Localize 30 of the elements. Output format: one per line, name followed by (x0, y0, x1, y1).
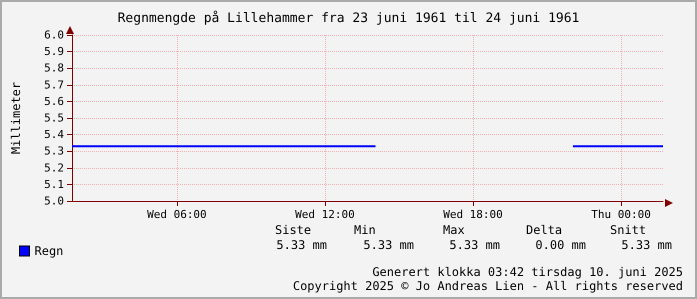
y-tick-label: 5.8 (44, 62, 64, 75)
y-tick-label: 5.6 (44, 94, 64, 108)
text: Generert klokka 03:42 tirsdag 10. juni 2025 (372, 265, 683, 279)
chart-title: Regnmengde på Lillehammer fra 23 juni 1961 til 24 juni 1961 (118, 10, 580, 26)
y-tick-label: 5.9 (44, 45, 64, 58)
text: 5.33 mm (621, 238, 672, 252)
text: Snitt (610, 223, 646, 237)
legend-label: Regn (34, 244, 64, 258)
x-tick-label: Wed 18:00 (443, 208, 503, 221)
x-tick-label: Wed 06:00 (147, 208, 207, 221)
text: Copyright 2025 © Jo Andreas Lien - All rights reserved (292, 279, 683, 293)
y-tick-label: 6.0 (44, 28, 64, 42)
y-tick-label: 5.1 (44, 178, 64, 191)
text: Delta (526, 223, 562, 237)
text: 5.33 mm (363, 238, 414, 252)
text: 0.00 mm (535, 238, 586, 252)
y-tick-label: 5.0 (44, 194, 64, 208)
text: 5.33 mm (276, 238, 327, 252)
y-tick-label: 5.5 (44, 112, 64, 124)
x-tick-label: Thu 00:00 (591, 208, 651, 221)
y-tick-label: 5.4 (44, 128, 64, 142)
y-tick-label: 5.7 (44, 78, 64, 92)
y-tick-label: 5.3 (44, 144, 64, 158)
text: Max (443, 223, 465, 237)
y-tick-label: 5.2 (44, 161, 64, 174)
y-axis-title: Millimeter (9, 82, 23, 154)
text: Siste (275, 223, 312, 237)
x-tick-label: Wed 12:00 (295, 208, 355, 221)
text: 5.33 mm (449, 238, 500, 252)
text: Min (354, 223, 376, 237)
